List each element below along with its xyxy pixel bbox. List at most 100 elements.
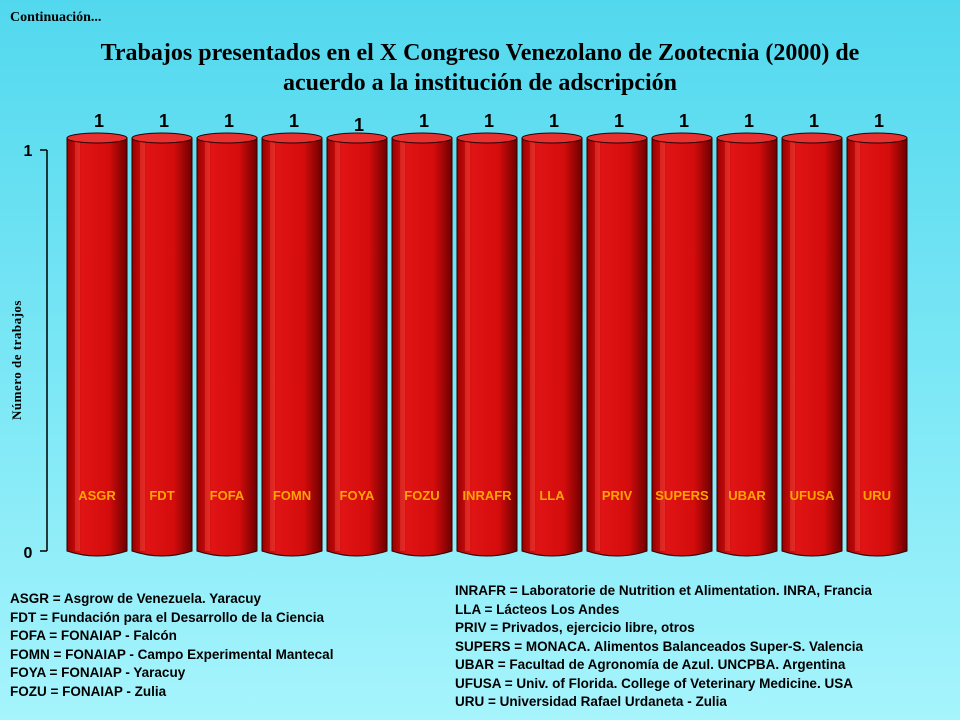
bar-highlight: [400, 142, 405, 551]
bar-chart: 1 0 Número de trabajos 1 ASGR 1 FDT 1 FOFA 1 FO…: [9, 111, 908, 562]
category-label: URU: [863, 488, 891, 503]
category-label: FOMN: [273, 488, 311, 503]
bar-top: [261, 132, 323, 144]
bar-fdt: 1 FDT: [131, 111, 193, 557]
bar-top: [716, 132, 778, 144]
y-axis: 1 0 Número de trabajos: [9, 143, 48, 562]
bar-top: [651, 132, 713, 144]
bar-highlight: [140, 142, 145, 551]
bar-top: [586, 132, 648, 144]
bar-ubar: 1 UBAR: [716, 111, 778, 557]
bar-supers: 1 SUPERS: [651, 111, 713, 557]
bar-top: [781, 132, 843, 144]
legend-left-item: FOZU = FONAIAP - Zulia: [10, 683, 167, 699]
y-axis-label: Número de trabajos: [9, 300, 24, 420]
data-label: 1: [679, 111, 689, 131]
category-label: ASGR: [78, 488, 116, 503]
bar-top: [326, 132, 388, 144]
legend-left-item: FOFA = FONAIAP - Falcón: [10, 628, 177, 643]
legend-right: INRAFR = Laboratorie de Nutrition et Ali…: [455, 582, 872, 712]
bar-highlight: [465, 142, 470, 551]
data-label: 1: [874, 111, 884, 131]
legend-left: ASGR = Asgrow de Venezuela. Yaracuy FDT =…: [10, 590, 333, 701]
bar-highlight: [855, 142, 860, 551]
category-label: UBAR: [728, 488, 766, 503]
chart-title: Trabajos presentados en el X Congreso Ve…: [20, 38, 940, 98]
legend-right-item: URU = Universidad Rafael Urdaneta - Zuli…: [455, 694, 727, 709]
bar-body: [846, 137, 908, 557]
legend-right-item: LLA = Lácteos Los Andes: [455, 601, 620, 617]
bar-top: [66, 132, 128, 144]
category-label: PRIV: [602, 488, 633, 503]
category-label: UFUSA: [790, 488, 835, 503]
bar-body: [521, 137, 583, 557]
bar-priv: 1 PRIV: [586, 111, 648, 557]
data-label: 1: [94, 111, 104, 131]
data-label: 1: [484, 111, 494, 131]
bar-body: [261, 137, 323, 557]
bar-series: 1 ASGR 1 FDT 1 FOFA 1 FOMN 1 FOYA 1 FOZU 1 INRAFR 1 LLA…: [66, 111, 908, 557]
category-label: FOYA: [340, 488, 376, 503]
bar-body: [586, 137, 648, 557]
bar-top: [391, 132, 453, 144]
bar-top: [131, 132, 193, 144]
bar-fofa: 1 FOFA: [196, 111, 258, 557]
bar-body: [66, 137, 128, 557]
category-label: LLA: [539, 488, 565, 503]
y-tick-label-max: 1: [24, 143, 33, 160]
category-label: INRAFR: [462, 488, 512, 503]
bar-highlight: [595, 142, 600, 551]
bar-fomn: 1 FOMN: [261, 111, 323, 557]
data-label: 1: [614, 111, 624, 131]
category-label: SUPERS: [655, 488, 709, 503]
bar-fozu: 1 FOZU: [391, 111, 453, 557]
bar-body: [131, 137, 193, 557]
legend-right-item: INRAFR = Laboratorie de Nutrition et Ali…: [455, 583, 872, 598]
bar-body: [716, 137, 778, 557]
bar-body: [781, 137, 843, 557]
data-label: 1: [419, 111, 429, 131]
legend-left-item: FOYA = FONAIAP - Yaracuy: [10, 665, 186, 680]
data-label: 1: [289, 111, 299, 131]
category-label: FOFA: [210, 488, 245, 503]
data-label: 1: [159, 111, 169, 131]
legend-right-item: UBAR = Facultad de Agronomía de Azul. UN…: [455, 657, 846, 672]
category-label: FOZU: [404, 488, 439, 503]
bar-inrafr: 1 INRAFR: [456, 111, 518, 557]
bar-lla: 1 LLA: [521, 111, 583, 557]
bar-body: [651, 137, 713, 557]
bar-highlight: [725, 142, 730, 551]
legend-left-item: FOMN = FONAIAP - Campo Experimental Mant…: [10, 646, 334, 662]
bar-highlight: [790, 142, 795, 551]
bar-body: [196, 137, 258, 557]
chart-title-line-1: Trabajos presentados en el X Congreso Ve…: [100, 40, 860, 66]
data-label: 1: [744, 111, 754, 131]
bar-top: [196, 132, 258, 144]
bar-foya: 1 FOYA: [326, 115, 388, 557]
data-label: 1: [809, 111, 819, 131]
y-tick-label-min: 0: [24, 545, 33, 562]
chart-title-line-2: acuerdo a la institución de adscripción: [282, 70, 678, 96]
bar-body: [326, 137, 388, 557]
legend-left-item: FDT = Fundación para el Desarrollo de la…: [10, 609, 324, 625]
bar-body: [456, 137, 518, 557]
bar-highlight: [75, 142, 80, 551]
continuation-note: Continuación...: [10, 10, 102, 25]
category-label: FDT: [149, 488, 174, 503]
bar-top: [521, 132, 583, 144]
legend-left-item: ASGR = Asgrow de Venezuela. Yaracuy: [10, 591, 261, 606]
bar-asgr: 1 ASGR: [66, 111, 128, 557]
bar-highlight: [270, 142, 275, 551]
legend-right-item: SUPERS = MONACA. Alimentos Balanceados S…: [455, 638, 863, 654]
legend-right-item: PRIV = Privados, ejercicio libre, otros: [455, 620, 695, 635]
bar-uru: 1 URU: [846, 111, 908, 557]
legend-right-item: UFUSA = Univ. of Florida. College of Vet…: [455, 675, 853, 691]
bar-top: [846, 132, 908, 144]
bar-highlight: [335, 142, 340, 551]
bar-highlight: [205, 142, 210, 551]
data-label: 1: [354, 115, 364, 135]
data-label: 1: [549, 111, 559, 131]
bar-highlight: [660, 142, 665, 551]
bar-body: [391, 137, 453, 557]
data-label: 1: [224, 111, 234, 131]
